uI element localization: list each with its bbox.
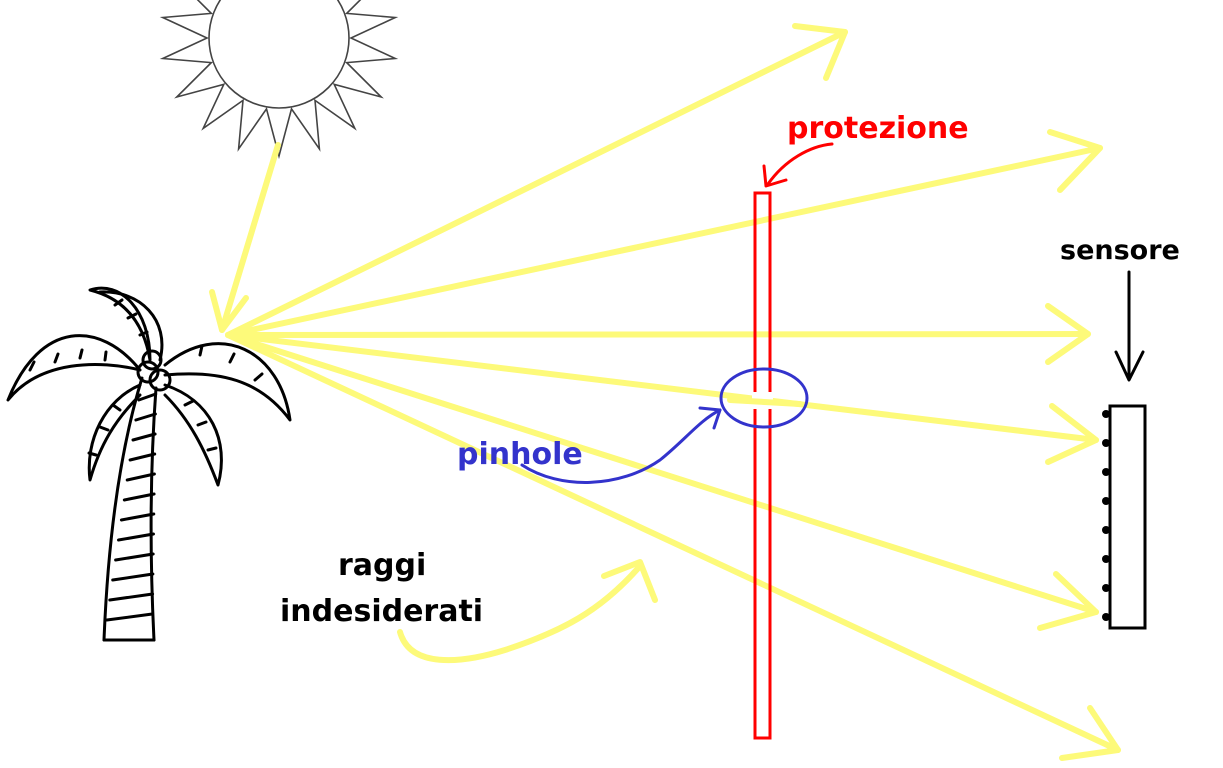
trunk-ring [108,592,155,602]
ray-6 [225,332,1121,753]
ray-5 [225,332,1099,615]
trunk-ring [111,572,155,582]
raggi-label-line2: indesiderati [280,594,483,629]
ray-6-head [1059,705,1121,761]
ray-4-head [1045,403,1099,465]
ray-3 [225,331,1091,338]
leaf-tick [113,298,124,307]
unwanted-rays-arrow [397,563,643,664]
leaf-tick [253,372,264,382]
ray-2-head [1047,129,1103,193]
leaf-tick [196,420,208,427]
sensor-pixel [1102,497,1110,505]
leaf-tick [138,330,149,337]
leaf-tick [98,425,110,432]
protezione-arrow [762,142,834,188]
ray-3-head [1045,303,1091,365]
pinhole-label: pinhole [457,437,583,472]
leaf-tick [28,360,36,372]
trunk-ring [114,552,155,562]
protezione-label: protezione [787,111,969,146]
sensor-pixel [1102,555,1110,563]
leaf-tick [53,352,60,364]
sensore-arrow [1114,270,1145,382]
trunk-ring [117,532,155,542]
leaf-tick [103,350,108,362]
pinhole-arrow-head [698,406,722,430]
ray-2 [225,145,1103,338]
pinhole-marker [520,367,809,484]
pinhole-arrow [520,408,722,484]
sensor-icon [1102,404,1147,630]
leaf-tick [111,403,122,412]
sensor-pixel [1102,468,1110,476]
trunk-ring [122,492,156,502]
trunk-ring [119,512,156,522]
trunk-ring [131,432,157,442]
sensore-label: sensore [1060,235,1180,266]
trunk-ring [125,472,156,482]
protection-screen [727,191,803,740]
ray-5-head [1037,571,1099,631]
ray-1-head [792,23,848,81]
sensor-pixel [1102,584,1110,592]
leaf-tick [126,312,138,320]
leaf-tick [183,399,195,407]
raggi-label-line1: raggi [338,548,426,583]
trunk-ring [134,412,157,422]
leaf-tick [78,348,84,360]
leaf-tick [228,352,236,364]
pinhole-ellipse [719,367,809,429]
incoming-ray-head [209,289,249,333]
sensor-pixel [1102,526,1110,534]
sensor-pixel [1102,410,1110,418]
trunk-ring [137,392,158,402]
unwanted-rays-arrow-head [601,559,658,603]
leaf-tick [206,446,218,452]
incoming-ray [219,142,281,333]
leaf-tick [87,451,98,457]
sun-icon [159,0,399,160]
leaf-tick [198,344,204,357]
sensor-pixel [1102,439,1110,447]
trunk-ring [105,612,154,622]
palm-tree-icon [6,286,292,642]
ray-1 [225,29,848,338]
ray-4 [225,332,1099,443]
trunk-ring [128,452,157,462]
light-rays [209,23,1121,761]
sensor-pixel [1102,613,1110,621]
